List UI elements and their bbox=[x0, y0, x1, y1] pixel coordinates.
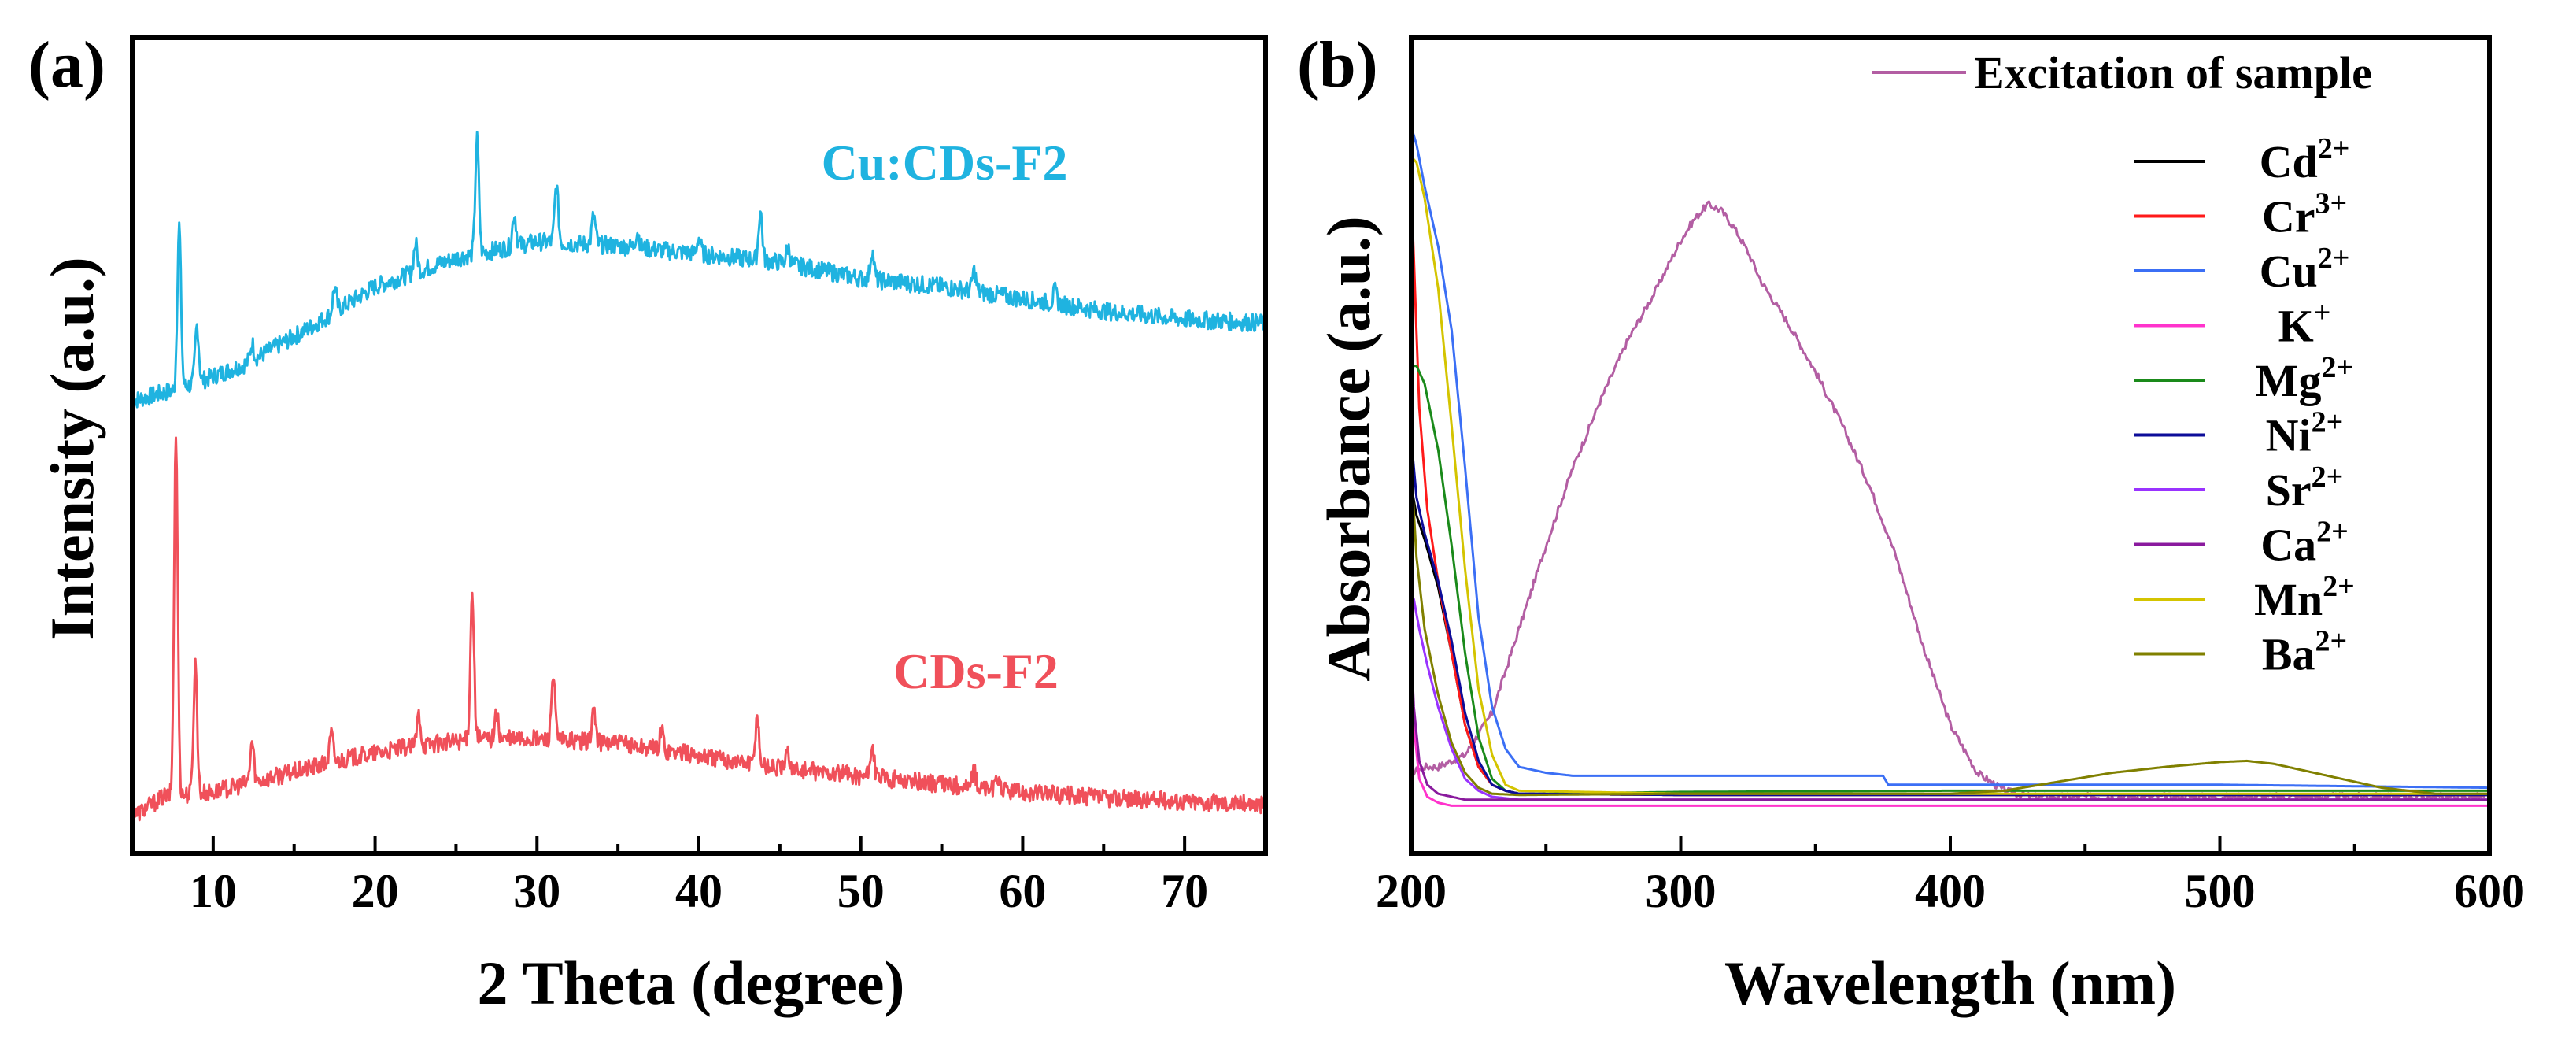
panel-b-legend: Excitation of sample Cd2+Cr3+Cu2+K+Mg2+Ni… bbox=[1872, 47, 2372, 680]
x-tick-label: 300 bbox=[1646, 865, 1717, 917]
legend-item-cr: Cr3+ bbox=[2134, 187, 2347, 242]
panel-a-series bbox=[131, 131, 1267, 826]
panel-a-x-axis-title: 2 Theta (degree) bbox=[478, 949, 905, 1017]
panel-label-b: (b) bbox=[1297, 28, 1378, 102]
x-tick-label: 600 bbox=[2454, 865, 2525, 917]
panel-b-x-axis: 200 300 400 500 600 bbox=[1376, 836, 2525, 917]
legend-item-cd: Cd2+ bbox=[2134, 132, 2349, 187]
series-line-cds-f2 bbox=[131, 436, 1267, 826]
legend-label: Ni2+ bbox=[2266, 406, 2344, 461]
panel-a-plot-frame bbox=[130, 35, 1268, 856]
x-tick-label: 30 bbox=[513, 865, 560, 917]
legend-label: Cr3+ bbox=[2262, 187, 2347, 242]
series-line-cu-cds-f2 bbox=[131, 131, 1267, 409]
legend-label: Sr2+ bbox=[2266, 461, 2344, 516]
legend-item-ca: Ca2+ bbox=[2134, 516, 2349, 571]
legend-item-k: K+ bbox=[2134, 297, 2330, 352]
x-tick-label: 50 bbox=[837, 865, 885, 917]
legend-label: Excitation of sample bbox=[1974, 47, 2372, 98]
legend-label: Cd2+ bbox=[2260, 132, 2350, 187]
series-line-excitation-of-sample bbox=[1411, 200, 2489, 801]
panel-b-y-axis-title: Absorbance (a.u.) bbox=[1314, 216, 1383, 682]
panel-b: (b) 200 300 400 500 600 Excitation of sample… bbox=[1297, 28, 2525, 1017]
x-tick-label: 500 bbox=[2185, 865, 2256, 917]
legend-label: Mg2+ bbox=[2256, 351, 2353, 406]
panel-a-y-axis-title: Intensity (a.u.) bbox=[38, 257, 106, 641]
panel-b-x-axis-title: Wavelength (nm) bbox=[1724, 949, 2176, 1017]
legend-item-excitation-of-sample: Excitation of sample bbox=[1872, 47, 2372, 98]
x-tick-label: 10 bbox=[190, 865, 237, 917]
x-tick-label: 40 bbox=[675, 865, 723, 917]
legend-label: Mn2+ bbox=[2254, 570, 2355, 625]
series-line-cu bbox=[1411, 126, 2489, 790]
legend-item-cu: Cu2+ bbox=[2134, 242, 2349, 297]
x-tick-label: 20 bbox=[352, 865, 399, 917]
panel-label-a: (a) bbox=[28, 28, 105, 102]
x-tick-label: 400 bbox=[1915, 865, 1986, 917]
series-line-ca bbox=[1411, 646, 2489, 801]
series-label-cds-f2: CDs-F2 bbox=[893, 643, 1059, 699]
panel-a-x-axis: 10 20 30 40 50 60 70 bbox=[131, 836, 1267, 917]
panel-a: (a) 10 20 30 40 50 60 70 Cu:CDs-F2 CDs-F2 2 Th… bbox=[28, 28, 1268, 1017]
panel-b-series bbox=[1411, 126, 2489, 807]
x-tick-label: 60 bbox=[999, 865, 1046, 917]
series-line-ba bbox=[1411, 467, 2489, 797]
legend-label: Cu2+ bbox=[2260, 242, 2350, 297]
legend-label: Ba2+ bbox=[2262, 625, 2347, 680]
legend-item-ba: Ba2+ bbox=[2134, 625, 2347, 680]
legend-item-ni: Ni2+ bbox=[2134, 406, 2343, 461]
x-tick-label: 200 bbox=[1376, 865, 1447, 917]
legend-item-mn: Mn2+ bbox=[2134, 570, 2355, 625]
legend-label: Ca2+ bbox=[2260, 516, 2349, 571]
legend-item-mg: Mg2+ bbox=[2134, 351, 2353, 406]
series-line-k bbox=[1411, 664, 2489, 807]
legend-label: K+ bbox=[2278, 297, 2331, 352]
x-tick-label: 70 bbox=[1161, 865, 1208, 917]
series-label-cu-cds-f2: Cu:CDs-F2 bbox=[822, 135, 1068, 191]
legend-item-sr: Sr2+ bbox=[2134, 461, 2343, 516]
